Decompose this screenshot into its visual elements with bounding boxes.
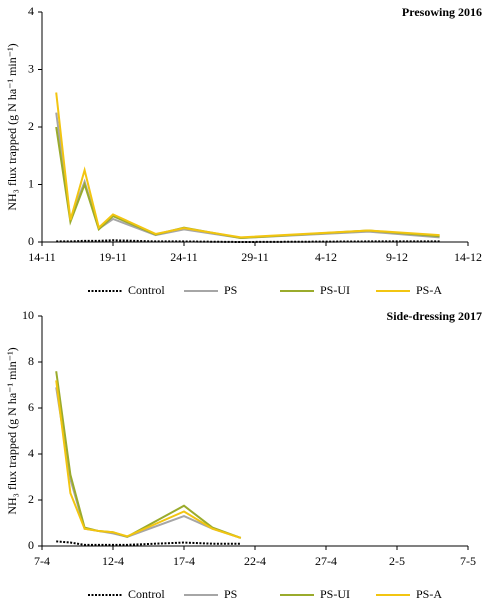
series-line	[56, 540, 241, 546]
chart-title: Presowing 2016	[402, 5, 482, 19]
y-tick-label: 3	[28, 61, 34, 75]
x-tick-label: 7-4	[34, 554, 50, 568]
y-tick-label: 2	[28, 492, 34, 506]
y-axis-label: NH₃ flux trapped (g N ha⁻¹ min⁻¹)	[5, 43, 19, 210]
series-line	[55, 126, 440, 239]
x-tick-label: 4-12	[315, 250, 337, 264]
legend-label: PS-UI	[320, 283, 350, 297]
x-tick-label: 22-4	[244, 554, 266, 568]
legend-label: PS	[224, 283, 237, 297]
series-line	[55, 92, 440, 239]
x-tick-label: 14-12	[454, 250, 482, 264]
x-tick-label: 19-11	[99, 250, 127, 264]
series-line	[55, 112, 440, 239]
y-axis-label: NH₃ flux trapped (g N ha⁻¹ min⁻¹)	[5, 347, 19, 514]
series-line	[55, 371, 242, 539]
y-tick-label: 8	[28, 354, 34, 368]
series-line	[55, 387, 242, 539]
x-tick-label: 14-11	[28, 250, 56, 264]
y-tick-label: 1	[28, 176, 34, 190]
x-tick-label: 9-12	[386, 250, 408, 264]
x-tick-label: 2-5	[389, 554, 405, 568]
y-tick-label: 4	[28, 446, 34, 460]
x-tick-label: 24-11	[170, 250, 198, 264]
series-line	[56, 239, 440, 244]
x-tick-label: 27-4	[315, 554, 337, 568]
series-line	[55, 380, 242, 539]
y-tick-label: 10	[22, 308, 34, 322]
x-tick-label: 29-11	[241, 250, 269, 264]
legend-label: Control	[128, 283, 165, 297]
legend-label: PS-A	[416, 283, 442, 297]
legend-label: Control	[128, 587, 165, 601]
legend-label: PS-UI	[320, 587, 350, 601]
x-tick-label: 7-5	[460, 554, 476, 568]
chart-title: Side-dressing 2017	[387, 309, 482, 323]
legend-label: PS-A	[416, 587, 442, 601]
y-tick-label: 2	[28, 119, 34, 133]
legend-label: PS	[224, 587, 237, 601]
y-tick-label: 0	[28, 234, 34, 248]
y-tick-label: 0	[28, 538, 34, 552]
y-tick-label: 4	[28, 4, 34, 18]
x-tick-label: 12-4	[102, 554, 124, 568]
x-tick-label: 17-4	[173, 554, 195, 568]
y-tick-label: 6	[28, 400, 34, 414]
